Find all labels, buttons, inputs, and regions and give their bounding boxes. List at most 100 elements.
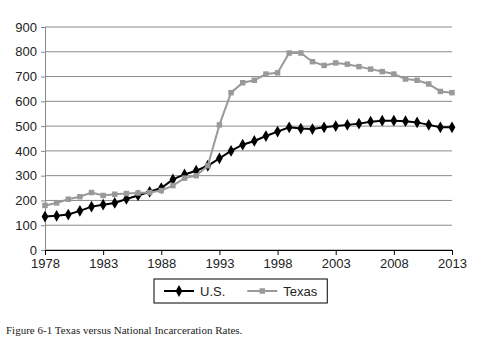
point — [158, 182, 165, 194]
x-tick-label: 2008 — [380, 256, 409, 271]
point — [193, 173, 198, 178]
y-tick-label: 100 — [15, 218, 37, 233]
grid-line — [45, 175, 452, 176]
y-tick-label: 400 — [15, 144, 37, 159]
point — [286, 121, 293, 133]
point — [310, 59, 315, 64]
point — [159, 188, 164, 193]
x-tick: 1978 — [31, 250, 60, 271]
legend-item: Texas — [247, 284, 317, 299]
plot-area — [42, 50, 456, 222]
y-tick-mark — [41, 176, 45, 177]
grid-line — [45, 126, 452, 127]
point — [111, 197, 118, 209]
point — [414, 78, 419, 83]
y-tick-label: 900 — [15, 20, 37, 35]
point — [345, 61, 350, 66]
grid-line — [45, 225, 452, 226]
legend-item: U.S. — [164, 284, 225, 299]
point — [368, 66, 373, 71]
series-markers — [42, 50, 454, 208]
point — [205, 163, 210, 168]
grid-line — [45, 250, 452, 251]
point — [76, 205, 83, 217]
point — [449, 121, 456, 133]
point — [263, 71, 268, 76]
point — [228, 90, 233, 95]
point — [42, 203, 47, 208]
grid-line — [45, 101, 452, 102]
point — [426, 81, 431, 86]
point — [309, 123, 316, 135]
x-axis: 19781983198819931998200320082013 — [31, 250, 467, 271]
x-tick-mark — [452, 250, 453, 255]
x-tick: 2008 — [380, 250, 409, 271]
point — [332, 120, 339, 132]
point — [77, 194, 82, 199]
point — [112, 192, 117, 197]
x-tick-label: 1978 — [31, 256, 60, 271]
y-tick-label: 700 — [15, 69, 37, 84]
point — [89, 190, 94, 195]
point — [182, 175, 187, 180]
x-tick-mark — [103, 250, 104, 255]
y-axis: 0100200300400500600700800900 — [15, 20, 45, 258]
point — [298, 50, 303, 55]
x-tick: 1993 — [205, 250, 234, 271]
point — [391, 71, 396, 76]
x-tick-mark — [219, 250, 220, 255]
point — [66, 196, 71, 201]
legend-label: U.S. — [200, 284, 225, 299]
point — [379, 69, 384, 74]
x-tick-label: 2013 — [438, 256, 467, 271]
y-tick-mark — [41, 151, 45, 152]
point — [147, 190, 152, 195]
legend-label: Texas — [283, 284, 317, 299]
point — [403, 76, 408, 81]
y-tick-mark — [41, 250, 45, 251]
point — [286, 50, 291, 55]
x-tick-mark — [278, 250, 279, 255]
point — [367, 116, 374, 128]
point — [321, 63, 326, 68]
y-tick: 100 — [15, 218, 45, 233]
y-tick: 400 — [15, 144, 45, 159]
y-tick: 200 — [15, 193, 45, 208]
x-tick-label: 1983 — [89, 256, 118, 271]
grid-line — [45, 51, 452, 52]
series-markers — [42, 115, 456, 223]
point — [88, 201, 95, 213]
series-line — [45, 121, 452, 217]
point — [239, 139, 246, 151]
y-tick-label: 600 — [15, 94, 37, 109]
y-tick: 300 — [15, 168, 45, 183]
point — [217, 122, 222, 127]
point — [344, 119, 351, 131]
point — [65, 209, 72, 221]
x-tick-label: 1988 — [147, 256, 176, 271]
point — [204, 160, 211, 172]
point — [438, 89, 443, 94]
point — [379, 115, 386, 127]
y-tick: 700 — [15, 69, 45, 84]
chart-container: 0100200300400500600700800900197819831988… — [0, 0, 481, 348]
x-axis-line — [46, 250, 453, 251]
point — [356, 64, 361, 69]
point — [437, 121, 444, 133]
x-tick-mark — [394, 250, 395, 255]
point — [274, 126, 281, 138]
y-tick-mark — [41, 101, 45, 102]
y-tick-label: 800 — [15, 44, 37, 59]
point — [297, 123, 304, 135]
y-tick-label: 500 — [15, 119, 37, 134]
grid-line — [45, 76, 452, 77]
point — [240, 80, 245, 85]
grid-line — [45, 150, 452, 151]
y-tick-label: 200 — [15, 193, 37, 208]
series-line — [45, 53, 452, 205]
y-tick: 800 — [15, 44, 45, 59]
x-tick: 1988 — [147, 250, 176, 271]
point — [135, 190, 142, 202]
y-tick-mark — [41, 27, 45, 28]
point — [100, 199, 107, 211]
